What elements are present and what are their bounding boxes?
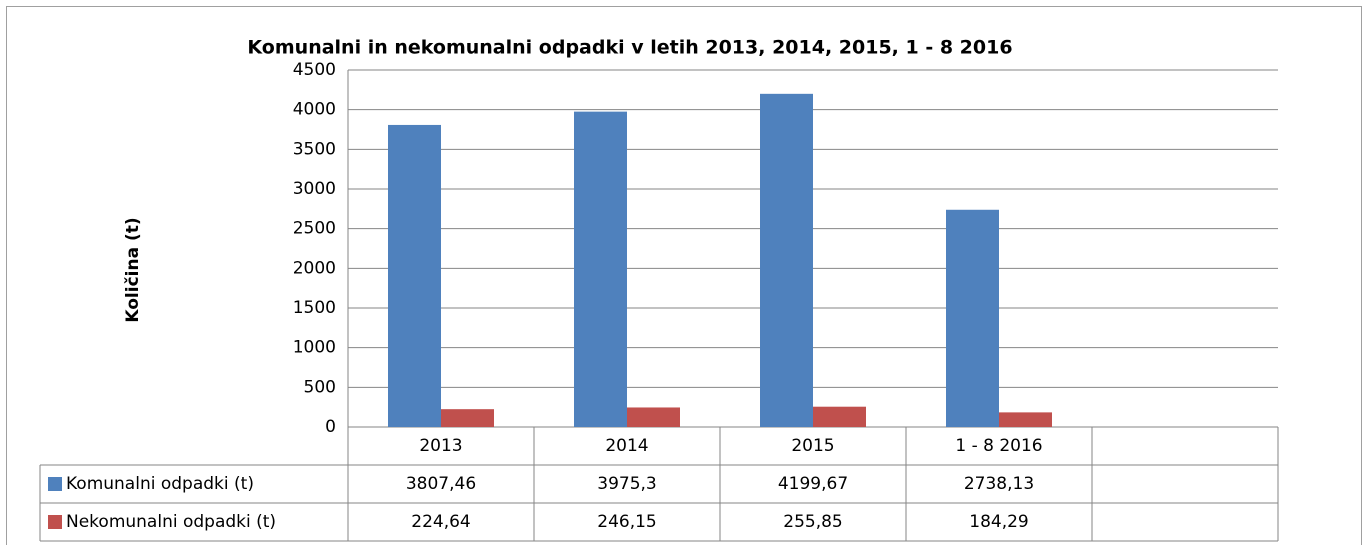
y-tick-label: 1500 — [293, 298, 336, 318]
table-value: 3975,3 — [597, 474, 656, 494]
y-tick-label: 1000 — [293, 338, 336, 358]
table-value: 4199,67 — [778, 474, 848, 494]
y-tick-label: 0 — [325, 417, 336, 437]
y-axis-label: Količina (t) — [123, 217, 143, 322]
x-tick-label: 2014 — [605, 436, 648, 456]
table-value: 2738,13 — [964, 474, 1034, 494]
y-tick-label: 3500 — [293, 139, 336, 159]
legend-label: Komunalni odpadki (t) — [66, 474, 254, 494]
chart-title: Komunalni in nekomunalni odpadki v letih… — [247, 37, 1012, 59]
y-tick-label: 2000 — [293, 258, 336, 278]
legend-swatch — [48, 477, 62, 491]
y-tick-label: 3000 — [293, 179, 336, 199]
table-value: 255,85 — [783, 512, 842, 532]
bar — [627, 407, 680, 427]
table-value: 3807,46 — [406, 474, 476, 494]
bar — [388, 124, 441, 428]
table-value: 246,15 — [597, 512, 656, 532]
bar — [760, 93, 813, 428]
legend-swatch — [48, 515, 62, 529]
x-tick-label: 2013 — [419, 436, 462, 456]
legend-label: Nekomunalni odpadki (t) — [66, 512, 276, 532]
bar — [441, 409, 494, 427]
chart-border — [6, 6, 1362, 545]
y-tick-label: 4000 — [293, 100, 336, 120]
bar — [574, 111, 627, 428]
x-tick-label: 1 - 8 2016 — [955, 436, 1042, 456]
y-tick-label: 2500 — [293, 219, 336, 239]
x-tick-label: 2015 — [791, 436, 834, 456]
y-tick-label: 500 — [304, 377, 336, 397]
bar — [813, 406, 866, 427]
bar — [999, 412, 1052, 427]
y-tick-label: 4500 — [293, 60, 336, 80]
table-value: 184,29 — [969, 512, 1028, 532]
bar — [946, 209, 999, 427]
table-value: 224,64 — [411, 512, 470, 532]
